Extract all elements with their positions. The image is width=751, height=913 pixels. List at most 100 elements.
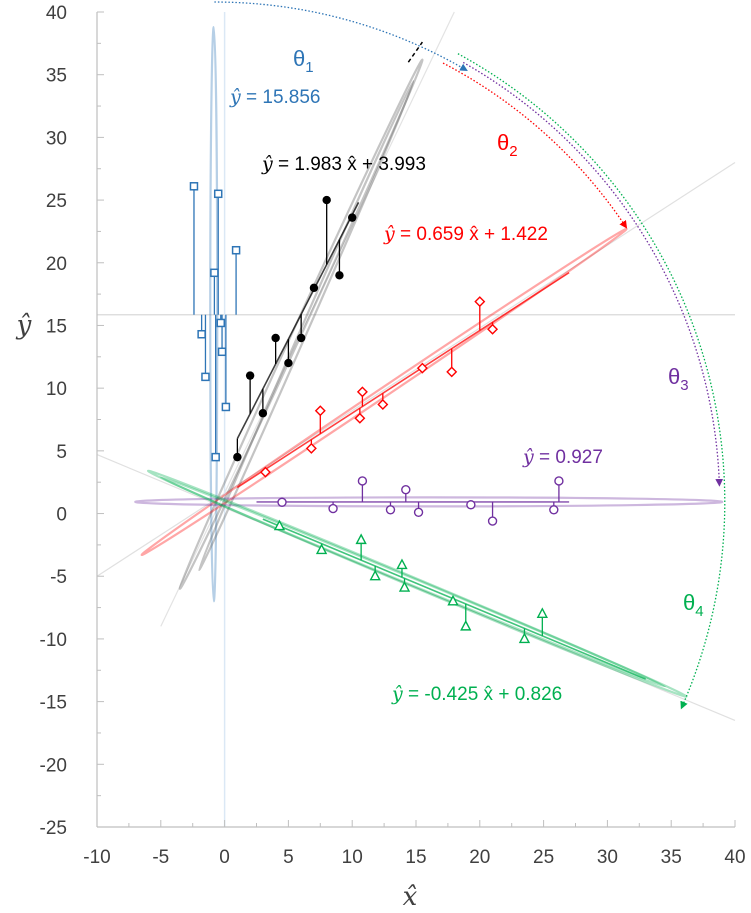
equation-green: ŷ = -0.425 x̂ + 0.826 bbox=[391, 683, 562, 705]
point-purple bbox=[487, 516, 498, 526]
point-purple bbox=[328, 503, 338, 514]
theta-symbol: θ bbox=[683, 590, 695, 615]
x-tick-label: 0 bbox=[219, 847, 230, 868]
point-red bbox=[377, 398, 389, 410]
y-tick-label: 25 bbox=[46, 191, 67, 212]
point-red bbox=[305, 442, 317, 454]
data-points bbox=[189, 182, 564, 644]
reference-line-rising bbox=[96, 161, 736, 577]
ellipse-red bbox=[140, 227, 628, 557]
y-tick-label: 20 bbox=[46, 254, 67, 275]
equation-symbol: ŷ bbox=[261, 153, 273, 175]
theta-symbol: θ bbox=[668, 364, 680, 389]
theta-subscript: 3 bbox=[680, 377, 688, 394]
point-red bbox=[416, 362, 428, 374]
point-blue bbox=[216, 318, 226, 328]
equation-symbol: ŷ bbox=[383, 223, 395, 245]
point-green bbox=[536, 607, 548, 619]
tick-labels: -25 -20 -15 -10 -5 0 5 10 15 20 25 30 35 40 -10 -5 0 5 10 1… bbox=[16, 3, 746, 912]
x-axis-label: x̂ bbox=[403, 882, 418, 912]
equation-text: = 15.856 bbox=[241, 87, 321, 108]
equation-symbol: ŷ bbox=[229, 86, 241, 108]
y-tick-label: -15 bbox=[40, 693, 67, 714]
fit-line-black bbox=[236, 202, 360, 439]
equation-blue: ŷ = 15.856 bbox=[229, 86, 321, 108]
y-tick-label: 15 bbox=[46, 316, 67, 337]
ellipse-green-inner bbox=[159, 476, 666, 688]
point-blue bbox=[211, 452, 220, 462]
fit-line-red bbox=[236, 271, 570, 489]
theta4-arc bbox=[457, 53, 726, 710]
point-blue bbox=[210, 268, 219, 278]
point-black bbox=[233, 452, 242, 462]
y-axis-label: ŷ bbox=[16, 310, 32, 340]
point-red bbox=[474, 296, 486, 308]
point-green bbox=[460, 619, 472, 631]
y-tick-label: 30 bbox=[46, 128, 67, 149]
point-black bbox=[245, 371, 255, 380]
y-tick-label: 10 bbox=[46, 379, 67, 400]
ellipse-purple bbox=[134, 496, 724, 508]
theta1-arc bbox=[214, 1, 468, 71]
theta-subscript: 1 bbox=[305, 59, 313, 76]
equation-text: = 0.659 x̂ + 1.422 bbox=[395, 224, 548, 245]
point-purple bbox=[554, 476, 564, 486]
theta-subscript: 4 bbox=[695, 603, 703, 620]
y-tick-label: 35 bbox=[46, 66, 67, 87]
theta1-label: θ1 bbox=[293, 46, 314, 76]
angle-arcs bbox=[214, 1, 726, 710]
equation-red: ŷ = 0.659 x̂ + 1.422 bbox=[383, 223, 548, 245]
equation-symbol: ŷ bbox=[391, 683, 403, 705]
point-green bbox=[369, 569, 381, 581]
theta-symbol: θ bbox=[293, 46, 305, 71]
equation-black: ŷ = 1.983 x̂ + 3.993 bbox=[261, 153, 426, 175]
point-red bbox=[354, 412, 366, 424]
point-red bbox=[314, 405, 326, 417]
point-red bbox=[487, 323, 499, 335]
equation-purple: ŷ = 0.927 bbox=[522, 446, 603, 468]
theta3-label: θ3 bbox=[668, 364, 689, 394]
x-tick-label: 35 bbox=[661, 847, 682, 868]
theta-subscript: 2 bbox=[509, 143, 517, 160]
point-red bbox=[446, 366, 458, 378]
equation-text: = -0.425 x̂ + 0.826 bbox=[403, 684, 563, 705]
reference-line-falling bbox=[96, 454, 736, 721]
theta2-arc bbox=[442, 62, 628, 229]
equation-text: = 1.983 x̂ + 3.993 bbox=[273, 154, 426, 175]
background-lines bbox=[96, 11, 736, 827]
x-tick-label: -5 bbox=[152, 847, 169, 868]
point-purple bbox=[549, 505, 559, 515]
reference-line-steep bbox=[160, 11, 455, 627]
point-black bbox=[296, 333, 306, 343]
point-green bbox=[447, 594, 459, 606]
point-purple bbox=[401, 485, 411, 495]
black-fit-extension bbox=[407, 41, 423, 63]
y-tick-label: -5 bbox=[50, 567, 67, 588]
point-purple bbox=[357, 476, 368, 486]
point-black bbox=[322, 195, 331, 205]
point-blue bbox=[189, 182, 199, 191]
y-tick-label: -20 bbox=[40, 755, 67, 776]
theta-symbol: θ bbox=[497, 130, 509, 155]
y-tick-label: 5 bbox=[56, 442, 67, 463]
point-purple bbox=[277, 497, 287, 507]
x-tick-label: 20 bbox=[469, 847, 490, 868]
x-tick-label: 5 bbox=[283, 847, 294, 868]
point-purple bbox=[385, 505, 396, 515]
point-black bbox=[309, 283, 319, 293]
point-purple bbox=[413, 507, 424, 517]
x-tick-label: 10 bbox=[342, 847, 363, 868]
point-black bbox=[271, 333, 280, 343]
y-tick-label: 0 bbox=[56, 505, 67, 526]
point-purple bbox=[466, 500, 476, 510]
x-tick-label: 40 bbox=[724, 847, 745, 868]
point-black bbox=[284, 358, 293, 368]
x-tick-label: -10 bbox=[83, 847, 110, 868]
x-tick-label: 25 bbox=[533, 847, 554, 868]
equation-symbol: ŷ bbox=[522, 446, 534, 468]
point-green bbox=[355, 533, 367, 545]
point-black bbox=[258, 409, 268, 418]
equation-text: = 0.927 bbox=[534, 447, 603, 468]
